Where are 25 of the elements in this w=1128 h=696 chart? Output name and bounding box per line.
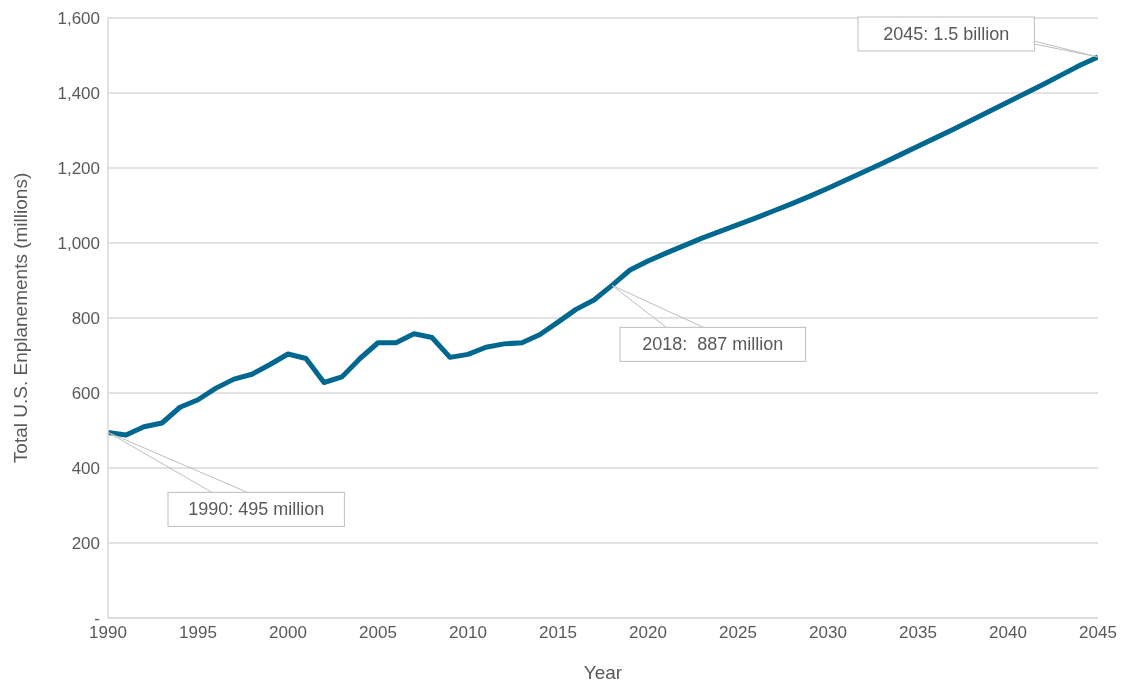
y-tick-label: 1,400 bbox=[57, 84, 100, 104]
x-tick-label: 2000 bbox=[269, 623, 307, 643]
y-tick-label: 400 bbox=[71, 459, 100, 479]
annotation: 2045: 1.5 billion bbox=[883, 24, 1010, 44]
x-tick-label: 2040 bbox=[989, 623, 1027, 643]
y-tick-label: 1,600 bbox=[57, 9, 100, 29]
x-tick-label: 2010 bbox=[449, 623, 487, 643]
annotation: 2018: 887 million bbox=[642, 334, 784, 355]
y-axis-title: Total U.S. Enplanements (millions) bbox=[9, 172, 31, 464]
y-tick-label: 1,200 bbox=[57, 159, 100, 179]
x-tick-label: 2025 bbox=[719, 623, 757, 643]
x-tick-label: 2020 bbox=[629, 623, 667, 643]
x-tick-label: 2005 bbox=[359, 623, 397, 643]
y-tick-label: 1,000 bbox=[57, 234, 100, 254]
x-tick-label: 2015 bbox=[539, 623, 577, 643]
x-tick-label: 2035 bbox=[899, 623, 937, 643]
y-tick-label: 600 bbox=[71, 384, 100, 404]
x-tick-label: 2045 bbox=[1079, 623, 1117, 643]
x-axis-title: Year bbox=[583, 662, 623, 684]
x-tick-label: 2030 bbox=[809, 623, 847, 643]
annotation: 1990: 495 million bbox=[188, 499, 325, 520]
x-tick-label: 1995 bbox=[179, 623, 217, 643]
y-tick-label: 800 bbox=[71, 309, 100, 329]
y-tick-label: 200 bbox=[71, 534, 100, 554]
x-tick-label: 1990 bbox=[89, 623, 127, 643]
